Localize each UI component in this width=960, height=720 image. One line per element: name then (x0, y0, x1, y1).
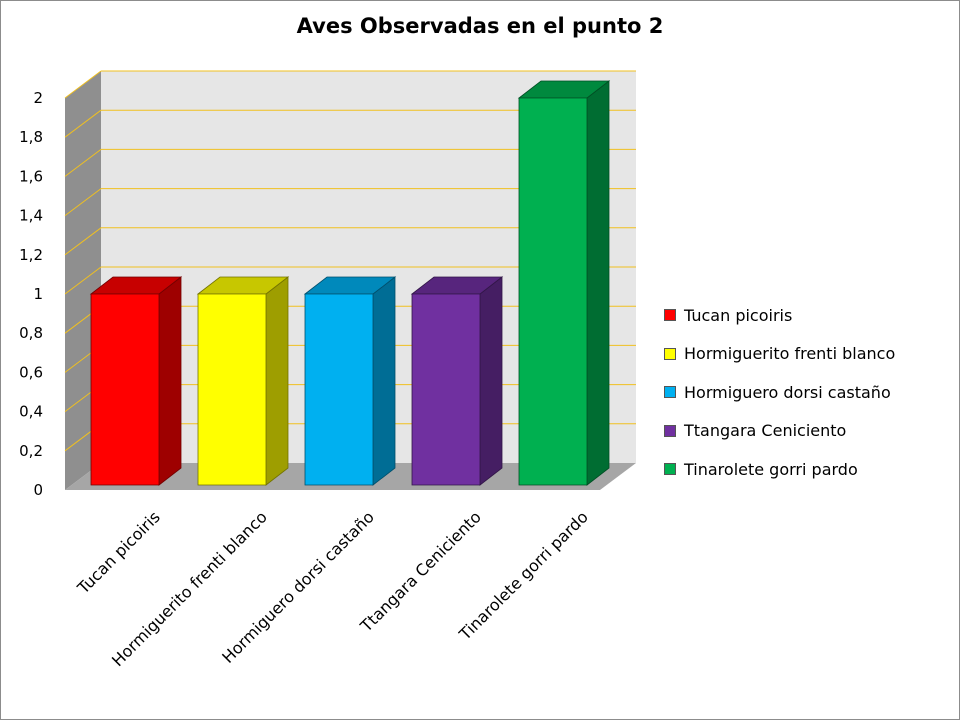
bar-front (90, 293, 160, 486)
legend-swatch (664, 424, 676, 437)
legend-label: Hormiguero dorsi castaño (684, 382, 891, 402)
legend-label: Tucan picoiris (684, 305, 793, 325)
legend-swatch (664, 309, 676, 322)
legend: Tucan picoiris Hormiguerito frenti blanco… (664, 296, 895, 489)
gridline-side (64, 109, 102, 138)
y-tick-label: 2 (33, 89, 43, 107)
bar-side (158, 276, 182, 486)
legend-item: Tucan picoiris (664, 296, 895, 335)
legend-swatch (664, 386, 676, 399)
bar-front (411, 293, 481, 486)
x-tick-label: Tucan picoiris (73, 507, 164, 598)
y-tick-label: 0,6 (19, 363, 43, 381)
legend-item: Tinarolete gorri pardo (664, 450, 895, 489)
y-tick-label: 1,4 (19, 207, 43, 225)
gridline-side (64, 266, 102, 295)
bar (517, 80, 611, 486)
legend-label: Tinarolete gorri pardo (684, 459, 858, 479)
gridline-side (64, 148, 102, 177)
legend-item: Hormiguerito frenti blanco (664, 335, 895, 374)
bar-front (304, 293, 374, 486)
y-tick-label: 1,6 (19, 167, 43, 185)
gridline-side (64, 188, 102, 217)
legend-swatch (664, 463, 676, 476)
legend-item: Hormiguero dorsi castaño (664, 373, 895, 412)
bar (410, 276, 504, 486)
y-tick-label: 1,2 (19, 246, 43, 264)
bar-side (586, 80, 610, 486)
legend-label: Ttangara Ceniciento (684, 421, 847, 441)
chart-title: Aves Observadas en el punto 2 (296, 14, 664, 38)
bar (89, 276, 183, 486)
y-tick-label: 0 (33, 481, 43, 499)
x-tick-label: Ttangara Ceniciento (356, 507, 485, 636)
bar-side (265, 276, 289, 486)
legend-label: Hormiguerito frenti blanco (684, 344, 896, 364)
gridline-side (64, 70, 102, 99)
bar (196, 276, 290, 486)
y-tick-label: 1,8 (19, 128, 43, 146)
y-tick-label: 0,2 (19, 442, 43, 460)
y-tick-label: 1 (33, 285, 43, 303)
bar (303, 276, 397, 486)
y-tick-label: 0,8 (19, 324, 43, 342)
y-tick-label: 0,4 (19, 403, 43, 421)
legend-item: Ttangara Ceniciento (664, 412, 895, 451)
bar-side (372, 276, 396, 486)
bar-side (479, 276, 503, 486)
gridline-side (64, 227, 102, 256)
bar-front (518, 97, 588, 486)
bar-front (197, 293, 267, 486)
legend-swatch (664, 347, 676, 360)
